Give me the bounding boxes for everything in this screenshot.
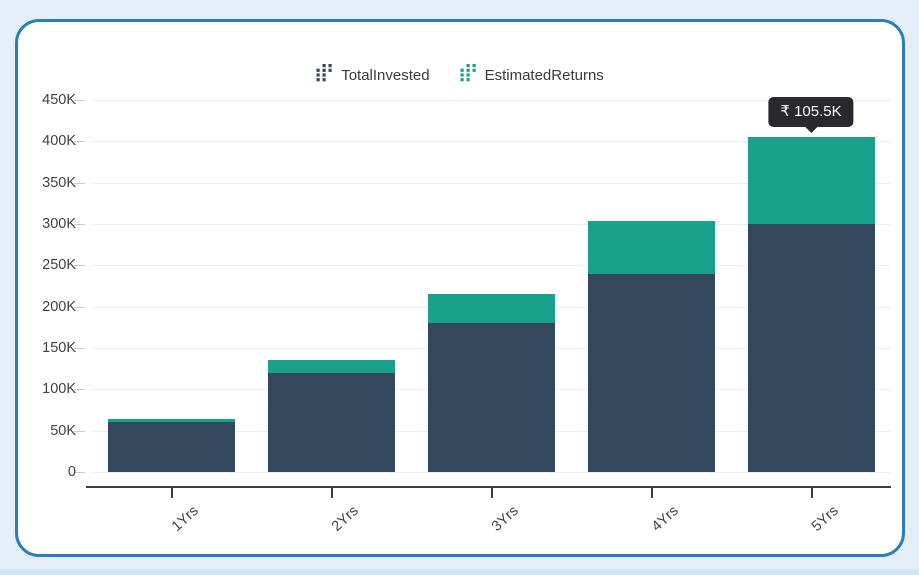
x-axis-label: 1Yrs: [168, 503, 202, 535]
y-gridline: [91, 224, 891, 225]
page-bottom-strip: [0, 570, 919, 575]
chart-tooltip: ₹ 105.5K: [768, 96, 854, 133]
legend-label: EstimatedReturns: [484, 67, 604, 84]
y-axis-label: 200K: [42, 298, 76, 315]
y-axis-label: 100K: [42, 381, 76, 398]
y-axis-tick: [74, 100, 85, 101]
y-axis-label: 300K: [42, 216, 76, 232]
legend-item-estimated-returns[interactable]: EstimatedReturns: [460, 64, 604, 87]
tooltip-caret-icon: [803, 125, 818, 133]
bar-segment-estimatedreturns-2yrs[interactable]: [267, 359, 395, 373]
y-axis-label: 450K: [42, 92, 76, 108]
x-axis-label: 2Yrs: [328, 503, 362, 535]
legend-item-total-invested[interactable]: TotalInvested: [316, 64, 430, 87]
x-axis-tick: [651, 488, 653, 498]
column-chart-icon: [460, 64, 477, 87]
bar-segment-totalinvested-1yrs[interactable]: [107, 422, 235, 472]
y-axis-tick: [74, 182, 85, 184]
y-axis-tick: [74, 306, 85, 308]
y-gridline: [91, 141, 891, 143]
y-axis-label: 350K: [42, 174, 76, 191]
x-axis-label: 5Yrs: [808, 503, 842, 535]
chart-card: TotalInvested EstimatedReturns 0 50K 100K 1…: [15, 19, 905, 557]
x-axis-tick: [331, 488, 333, 498]
y-axis-tick: [74, 472, 85, 473]
y-axis-label: 400K: [42, 133, 76, 150]
bar-segment-totalinvested-3yrs[interactable]: [427, 323, 555, 472]
y-axis-tick: [74, 224, 85, 225]
y-axis-label: 150K: [42, 340, 76, 356]
y-axis-tick: [74, 141, 85, 143]
bar-segment-totalinvested-4yrs[interactable]: [587, 273, 715, 472]
y-gridline: [91, 182, 891, 184]
x-axis-tick: [171, 488, 173, 498]
legend-label: TotalInvested: [341, 67, 430, 84]
bar-segment-estimatedreturns-4yrs[interactable]: [587, 221, 715, 274]
bar-segment-totalinvested-2yrs[interactable]: [267, 372, 395, 472]
y-gridline: [91, 100, 891, 101]
y-axis-label: 50K: [50, 422, 76, 439]
bar-segment-estimatedreturns-1yrs[interactable]: [107, 419, 235, 423]
x-axis-label: 3Yrs: [488, 503, 522, 535]
bar-segment-estimatedreturns-3yrs[interactable]: [427, 294, 555, 324]
y-axis-tick: [74, 389, 85, 391]
chart-plot-area: 0 50K 100K 150K 200K 250K 300K 350K 400K 450K 1Yrs…: [18, 22, 902, 554]
x-axis-tick: [491, 488, 493, 498]
tooltip-value: ₹ 105.5K: [780, 102, 842, 120]
x-axis-tick: [811, 488, 813, 498]
chart-legend: TotalInvested EstimatedReturns: [18, 64, 902, 87]
x-axis-line: [86, 486, 891, 488]
x-axis-label: 4Yrs: [648, 503, 682, 535]
y-axis-tick: [74, 348, 85, 349]
column-chart-icon: [316, 64, 333, 87]
y-gridline: [91, 265, 891, 267]
bar-segment-totalinvested-5yrs[interactable]: [747, 224, 875, 472]
y-axis-tick: [74, 265, 85, 267]
y-axis-tick: [74, 430, 85, 432]
y-axis-label: 250K: [42, 257, 76, 274]
y-gridline: [91, 472, 891, 473]
bar-segment-estimatedreturns-5yrs[interactable]: [747, 136, 875, 224]
y-axis-label: 0: [67, 464, 76, 480]
